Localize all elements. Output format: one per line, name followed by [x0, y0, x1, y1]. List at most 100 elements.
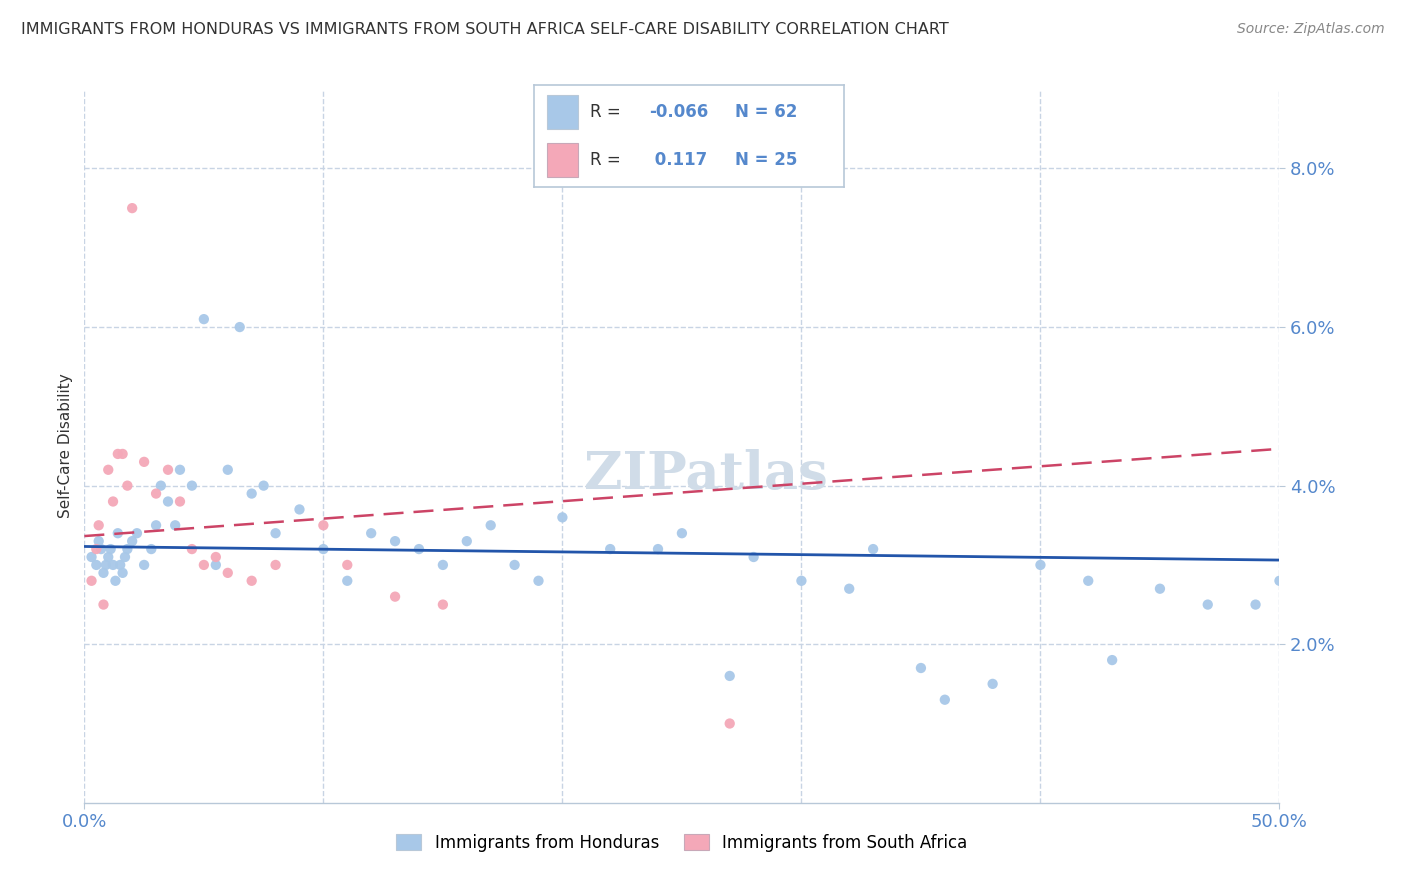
Text: Source: ZipAtlas.com: Source: ZipAtlas.com [1237, 22, 1385, 37]
Legend: Immigrants from Honduras, Immigrants from South Africa: Immigrants from Honduras, Immigrants fro… [389, 828, 974, 859]
Point [647, 542, 669, 557]
Point [1101, 653, 1123, 667]
Point [1077, 574, 1099, 588]
Point [181, 542, 204, 557]
Text: N = 62: N = 62 [735, 103, 797, 121]
Point [205, 558, 228, 572]
Point [157, 494, 180, 508]
Point [671, 526, 693, 541]
Point [384, 590, 406, 604]
Point [910, 661, 932, 675]
Point [107, 447, 129, 461]
Point [205, 549, 228, 564]
Point [432, 598, 454, 612]
Point [121, 201, 143, 215]
Point [1244, 598, 1267, 612]
Point [169, 494, 191, 508]
Text: N = 25: N = 25 [735, 151, 797, 169]
Point [479, 518, 502, 533]
Point [141, 542, 163, 557]
Point [229, 320, 252, 334]
Point [149, 478, 172, 492]
Point [86, 542, 108, 557]
Point [838, 582, 860, 596]
Text: IMMIGRANTS FROM HONDURAS VS IMMIGRANTS FROM SOUTH AFRICA SELF-CARE DISABILITY CO: IMMIGRANTS FROM HONDURAS VS IMMIGRANTS F… [21, 22, 949, 37]
Text: ZIPatlas: ZIPatlas [583, 449, 828, 500]
Point [1149, 582, 1171, 596]
Point [193, 312, 215, 326]
Point [104, 574, 127, 588]
Point [125, 526, 148, 541]
Point [93, 566, 115, 580]
Point [111, 566, 134, 580]
Point [100, 542, 122, 557]
Point [288, 502, 311, 516]
Point [110, 558, 132, 572]
Point [165, 518, 187, 533]
Point [718, 716, 741, 731]
Point [551, 510, 574, 524]
Point [264, 558, 287, 572]
Point [599, 542, 621, 557]
Point [132, 455, 156, 469]
Text: -0.066: -0.066 [648, 103, 709, 121]
Point [862, 542, 884, 557]
Point [145, 518, 167, 533]
Point [217, 463, 239, 477]
Point [408, 542, 430, 557]
Point [742, 549, 765, 564]
Point [384, 534, 406, 549]
FancyBboxPatch shape [547, 95, 578, 128]
Point [157, 463, 180, 477]
Point [117, 478, 139, 492]
Text: R =: R = [591, 151, 626, 169]
Point [169, 463, 191, 477]
Point [503, 558, 526, 572]
Point [90, 542, 112, 557]
Point [360, 526, 382, 541]
Point [456, 534, 478, 549]
Point [111, 447, 134, 461]
Point [145, 486, 167, 500]
FancyBboxPatch shape [547, 144, 578, 177]
Point [790, 574, 813, 588]
Point [101, 558, 124, 572]
Text: R =: R = [591, 103, 626, 121]
Point [934, 692, 956, 706]
Point [97, 463, 120, 477]
Point [1029, 558, 1052, 572]
Point [264, 526, 287, 541]
Point [253, 478, 276, 492]
Point [1197, 598, 1219, 612]
Point [80, 549, 103, 564]
Point [132, 558, 156, 572]
Point [336, 558, 359, 572]
Point [312, 542, 335, 557]
Point [87, 534, 110, 549]
Point [86, 558, 108, 572]
Point [981, 677, 1004, 691]
Point [93, 598, 115, 612]
Point [527, 574, 550, 588]
Point [121, 534, 143, 549]
Point [193, 558, 215, 572]
Point [80, 574, 103, 588]
Point [718, 669, 741, 683]
Point [217, 566, 239, 580]
Y-axis label: Self-Care Disability: Self-Care Disability [58, 374, 73, 518]
Point [240, 574, 263, 588]
Point [101, 494, 124, 508]
Text: 0.117: 0.117 [648, 151, 707, 169]
Point [97, 549, 120, 564]
Point [312, 518, 335, 533]
Point [87, 518, 110, 533]
Point [107, 526, 129, 541]
Point [181, 478, 204, 492]
Point [240, 486, 263, 500]
Point [94, 558, 117, 572]
Point [114, 549, 136, 564]
Point [117, 542, 139, 557]
Point [336, 574, 359, 588]
Point [1268, 574, 1291, 588]
Point [432, 558, 454, 572]
